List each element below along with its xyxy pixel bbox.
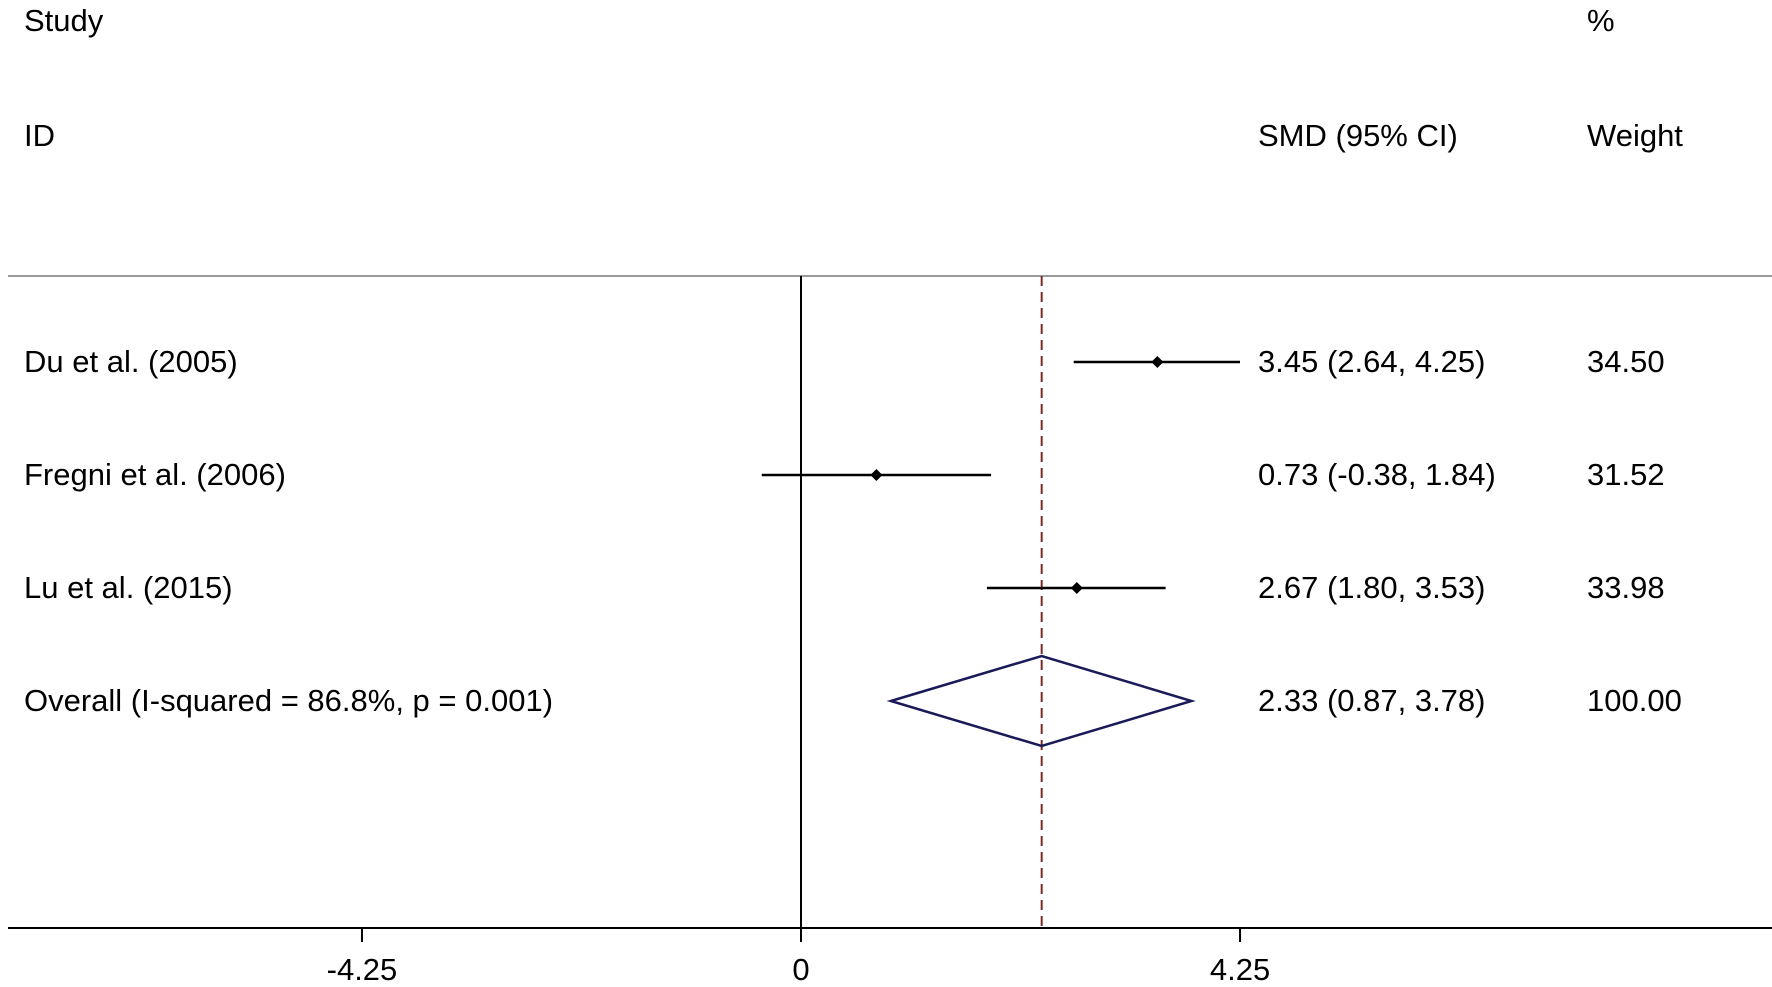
study-rows: Du et al. (2005) 3.45 (2.64, 4.25) 34.50 Fr… — [24, 344, 1682, 748]
overall-weight-value: 100.00 — [1587, 683, 1682, 718]
study-label: Lu et al. (2015) — [24, 570, 233, 605]
study-label: Fregni et al. (2006) — [24, 457, 286, 492]
weight-value: 31.52 — [1587, 457, 1665, 492]
overall-diamond — [886, 654, 1196, 748]
header-study: Study — [24, 3, 104, 38]
overall-effect-value: 2.33 (0.87, 3.78) — [1258, 683, 1486, 718]
x-tick-label: 4.25 — [1210, 952, 1270, 987]
effect-value: 3.45 (2.64, 4.25) — [1258, 344, 1486, 379]
effect-value: 2.67 (1.80, 3.53) — [1258, 570, 1486, 605]
x-axis: -4.25 0 4.25 — [8, 927, 1772, 987]
overall-label: Overall (I-squared = 86.8%, p = 0.001) — [24, 683, 553, 718]
reference-lines — [800, 276, 1043, 928]
header-percent: % — [1587, 3, 1615, 38]
weight-value: 33.98 — [1587, 570, 1665, 605]
header-weight: Weight — [1587, 118, 1683, 153]
x-tick-label: 0 — [792, 952, 809, 987]
header-effect: SMD (95% CI) — [1258, 118, 1458, 153]
study-label: Du et al. (2005) — [24, 344, 238, 379]
point-estimate — [1070, 582, 1083, 594]
x-tick-label: -4.25 — [327, 952, 398, 987]
point-estimate — [870, 469, 883, 481]
effect-value: 0.73 (-0.38, 1.84) — [1258, 457, 1496, 492]
header-id: ID — [24, 118, 55, 153]
weight-value: 34.50 — [1587, 344, 1665, 379]
point-estimate — [1151, 356, 1164, 368]
